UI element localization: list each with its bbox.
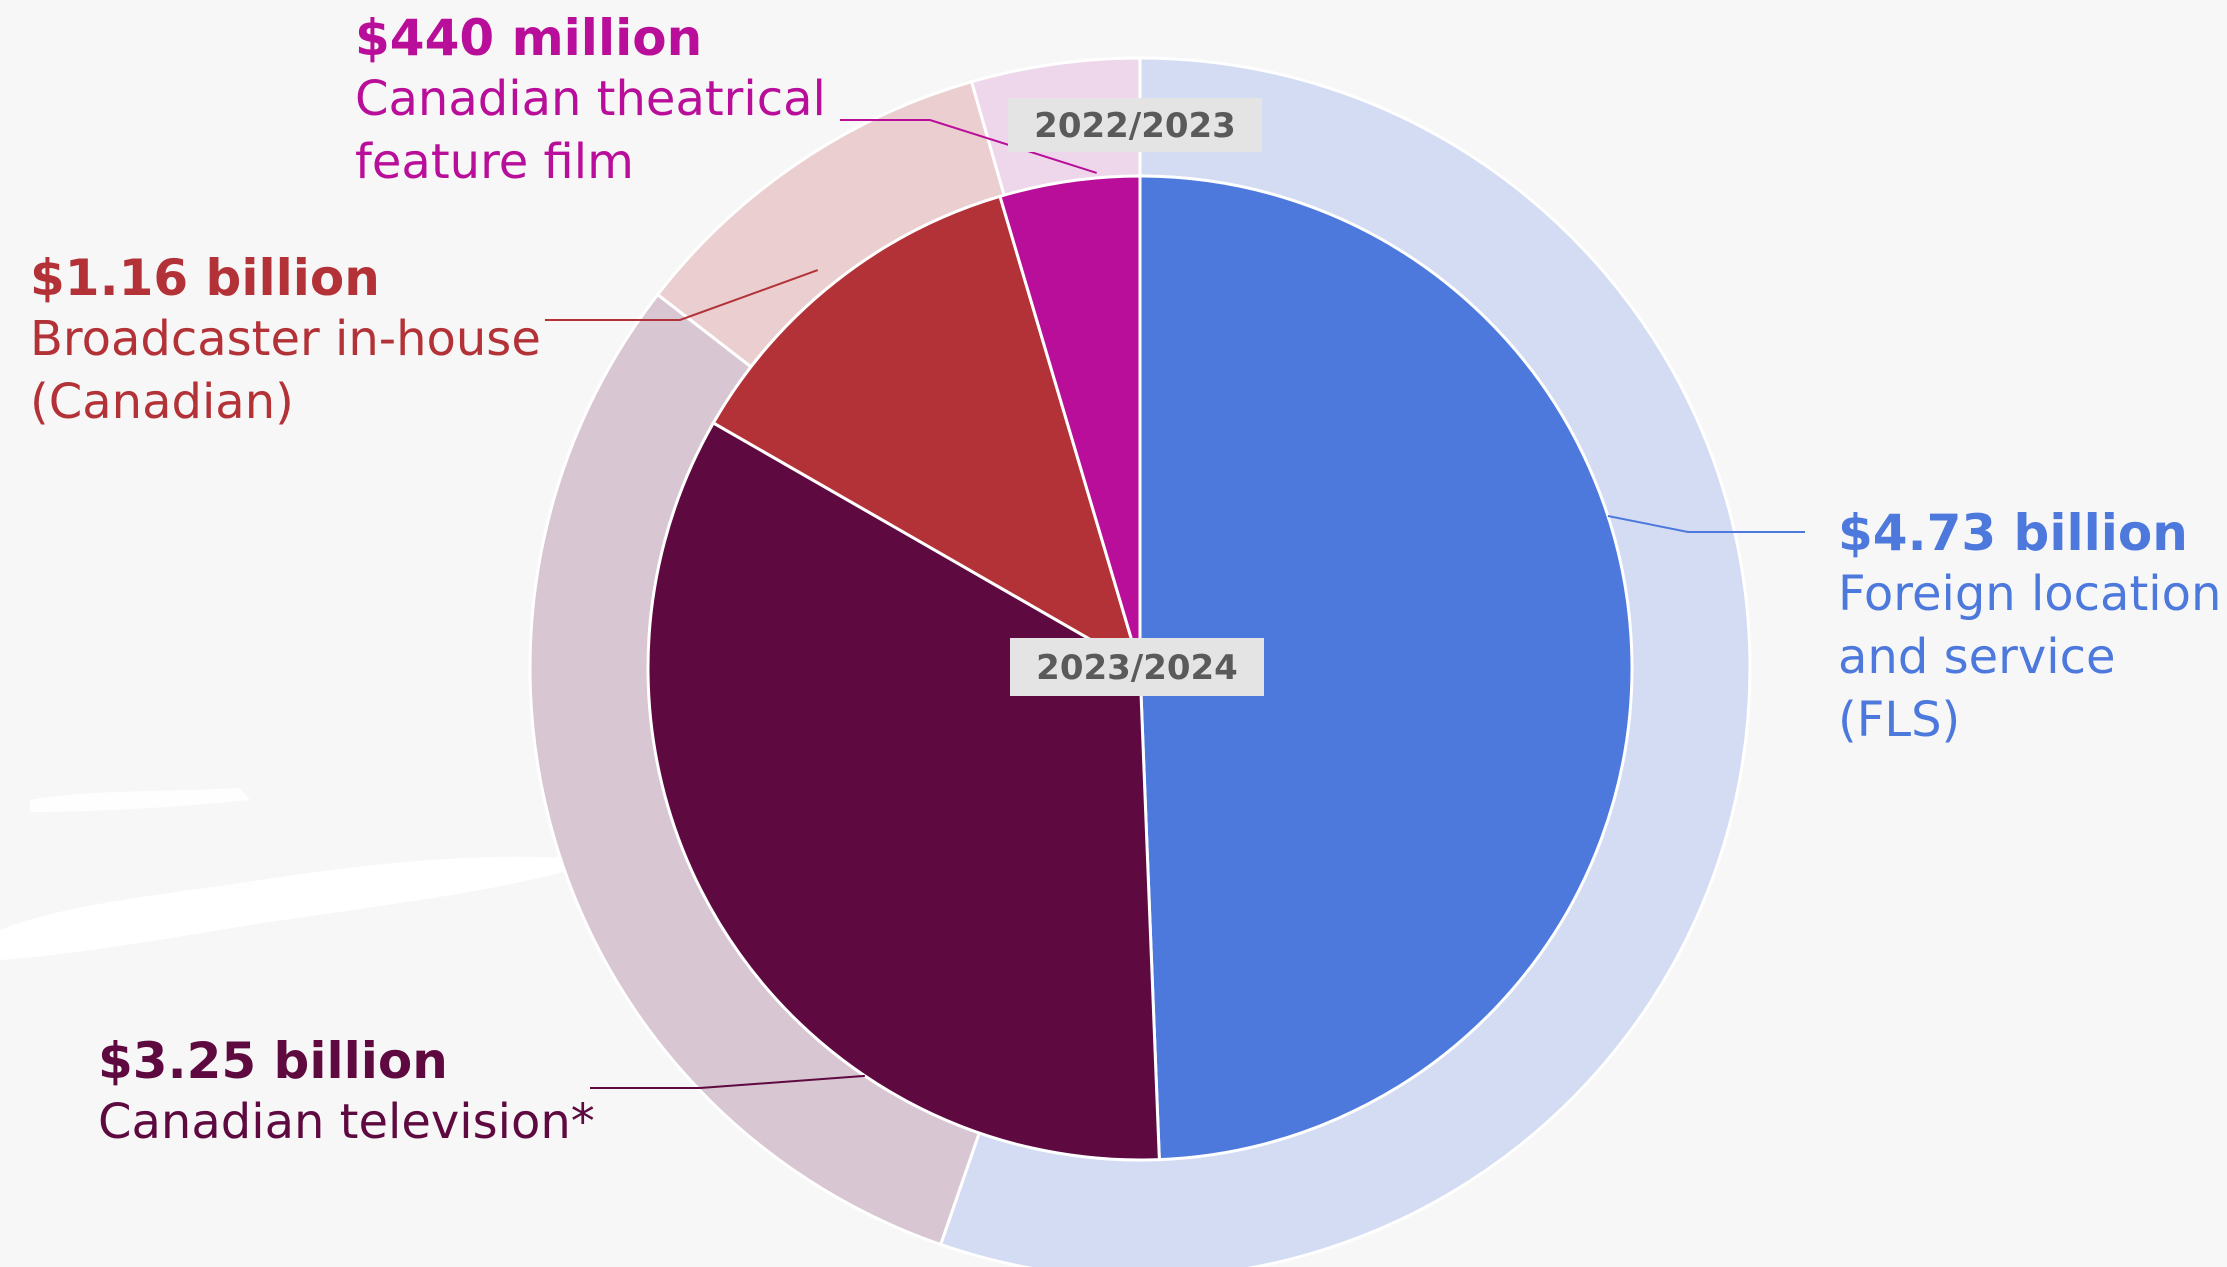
label-fls-line2: and service (FLS) [1838,628,2116,749]
label-film-line1: Canadian theatrical [355,70,826,127]
year-tag-inner-bg [1010,638,1264,696]
label-tv-amount: $3.25 billion [98,1032,448,1090]
year-tag-outer-bg [1008,98,1262,152]
label-inhouse-amount: $1.16 billion [30,249,380,307]
label-film-amount: $440 million [355,9,703,67]
leader-line-fls [1607,514,1805,533]
label-tv-line1: Canadian television* [98,1093,595,1150]
year-tag-outer: 2022/2023 [1008,98,1262,152]
leader-line-tv [590,1074,865,1089]
label-inhouse-line1: Broadcaster in-house [30,310,541,367]
label-fls-line1: Foreign location [1838,565,2222,622]
inner-slice-broadcaster-in-house-canadian [711,194,1143,672]
label-film-line2: feature film [355,133,634,190]
leader-line-inhouse [545,269,819,321]
label-tv: $3.25 billion Canadian television* [98,1032,595,1154]
inner-slice-foreign-location-and-service-fls [1138,174,1634,1162]
leader-line-film [840,119,1097,174]
label-inhouse: $1.16 billion Broadcaster in-house (Cana… [30,249,541,434]
label-fls: $4.73 billion Foreign location and servi… [1838,504,2227,753]
inner-slice-canadian-theatrical-feature-film [998,174,1142,669]
leader-lines [545,119,1805,1089]
year-tag-inner: 2023/2024 [1010,638,1264,696]
label-film: $440 million Canadian theatrical feature… [355,9,826,194]
inner-pie-2023-2024 [646,174,1634,1162]
year-tag-inner-text: 2023/2024 [1036,648,1238,688]
year-tag-outer-text: 2022/2023 [1034,106,1236,146]
label-fls-amount: $4.73 billion [1838,504,2188,562]
label-inhouse-line2: (Canadian) [30,373,294,430]
